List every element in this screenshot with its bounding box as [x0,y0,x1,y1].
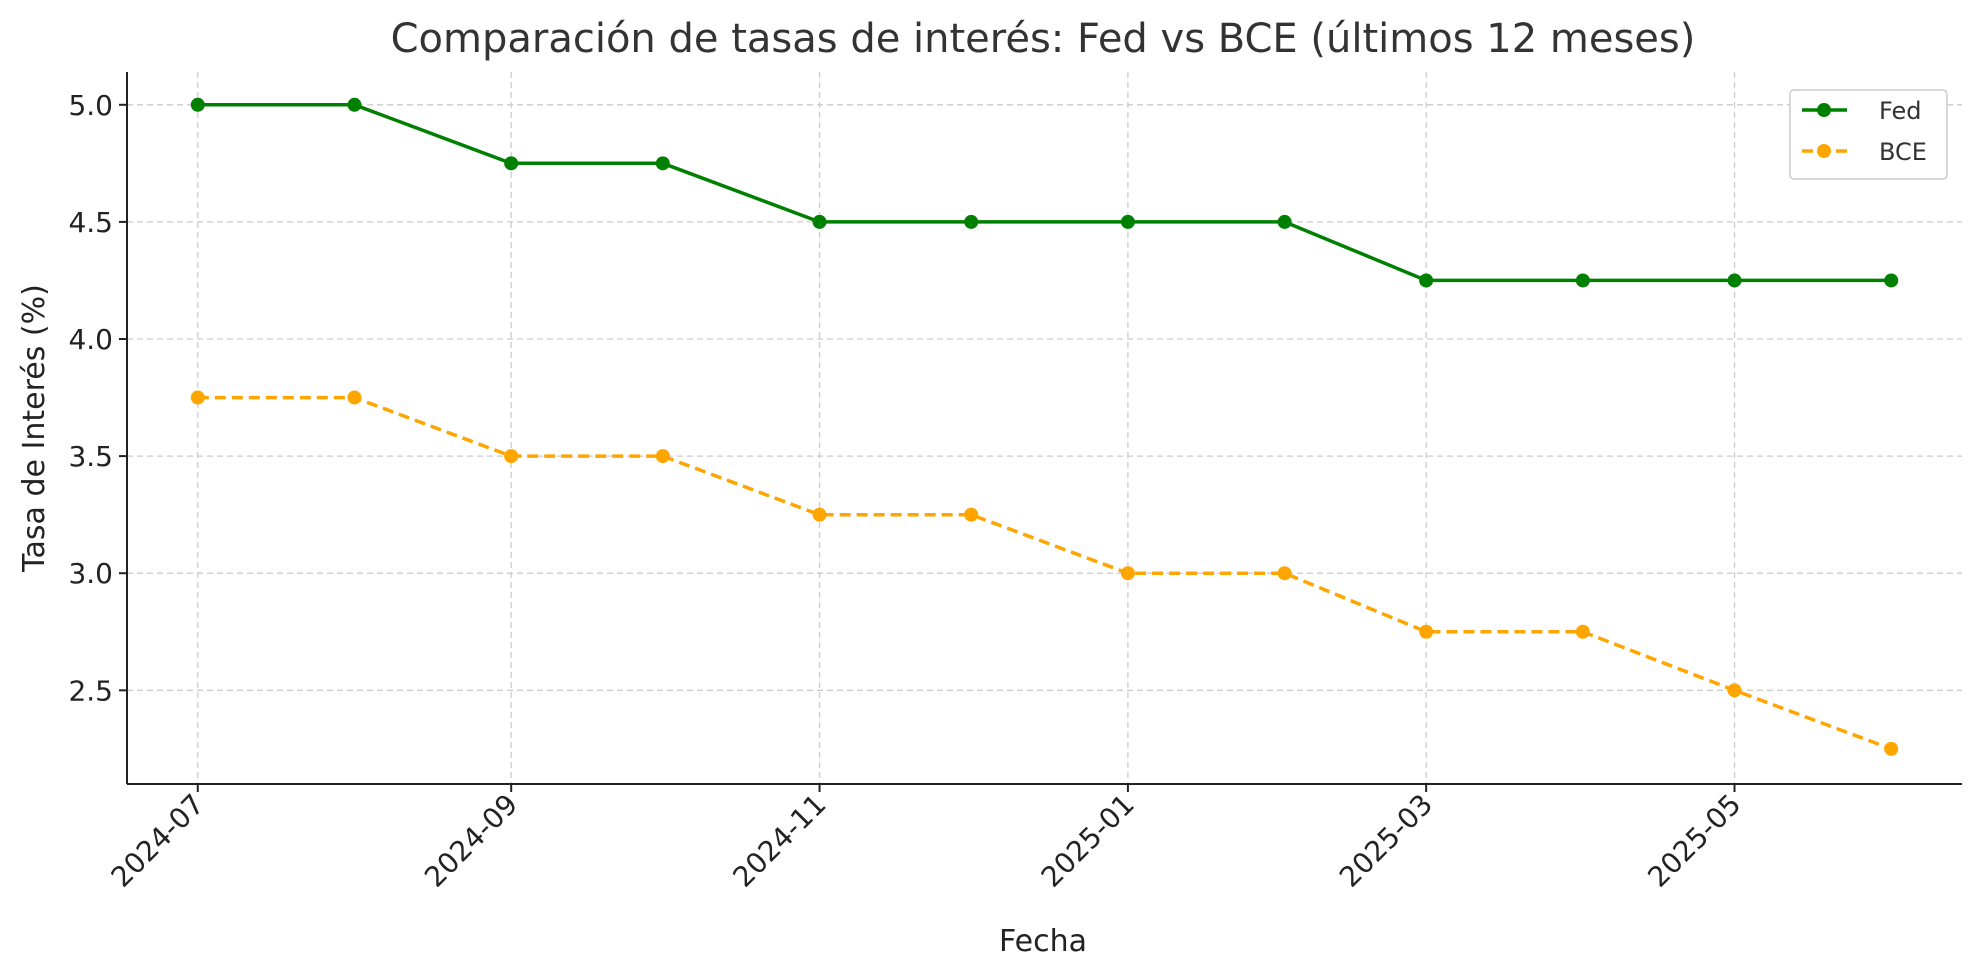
data-point-bce [1575,624,1590,639]
data-point-bce [504,449,519,464]
data-point-fed [1277,214,1292,229]
legend-marker-fed [1817,103,1831,117]
series-line-bce [197,395,1892,751]
data-point-fed [347,97,362,112]
data-point-bce [1419,624,1434,639]
y-tick-label: 4.0 [68,323,113,356]
data-point-bce [655,449,670,464]
data-point-bce [1884,741,1899,756]
y-axis-ticks: 2.5 3.0 3.5 4.0 4.5 5.0 [68,89,127,707]
y-tick-label: 5.0 [68,89,113,122]
data-point-fed [655,156,670,171]
data-point-bce [1277,566,1292,581]
data-point-fed [1419,273,1434,288]
data-point-fed [1884,273,1899,288]
y-tick-label: 3.0 [68,557,113,590]
y-tick-label: 2.5 [68,674,113,707]
data-point-bce [347,390,362,405]
legend: Fed BCE [1789,89,1948,180]
series-fed [190,97,1899,288]
data-point-fed [1120,214,1135,229]
series [190,97,1899,756]
series-bce [190,390,1899,756]
y-tick-label: 3.5 [68,440,113,473]
legend-marker-bce [1817,144,1831,158]
data-point-fed [1575,273,1590,288]
data-point-bce [190,390,205,405]
data-point-fed [964,214,979,229]
grid [127,72,1962,784]
x-axis-label: Fecha [999,924,1087,959]
data-point-bce [964,507,979,522]
data-point-fed [504,156,519,171]
data-point-bce [1120,566,1135,581]
data-point-fed [1727,273,1742,288]
y-tick-label: 4.5 [68,206,113,239]
series-line-fed [197,103,1892,283]
legend-label-bce: BCE [1879,138,1927,166]
axes [126,72,1962,785]
data-point-fed [190,97,205,112]
chart-title: Comparación de tasas de interés: Fed vs … [391,16,1696,62]
y-axis-label: Tasa de Interés (%) [17,284,52,573]
data-point-bce [812,507,827,522]
data-point-bce [1727,683,1742,698]
data-point-fed [812,214,827,229]
legend-label-fed: Fed [1879,97,1922,125]
